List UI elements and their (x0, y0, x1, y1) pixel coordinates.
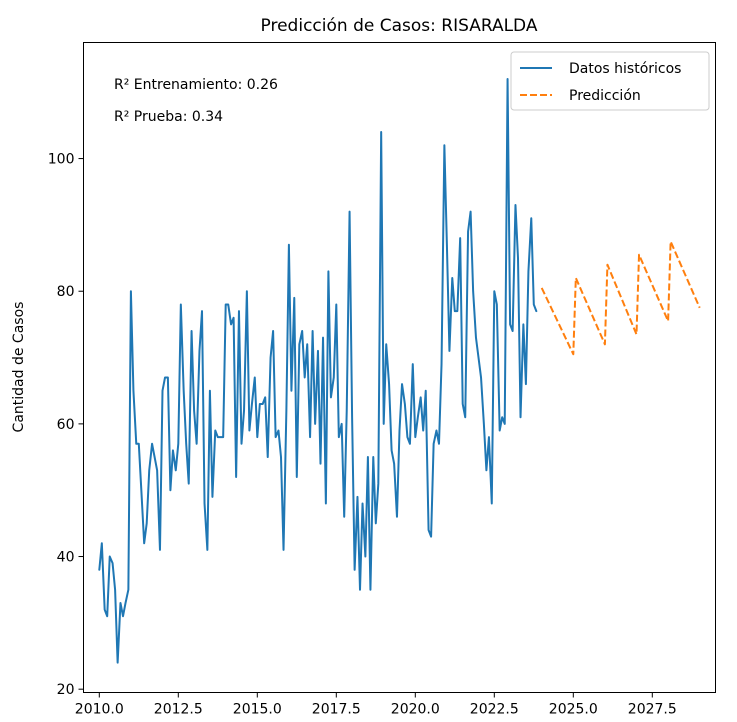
r2-train-annotation: R² Entrenamiento: 0.26 (114, 77, 278, 93)
y-tick-label: 100 (48, 152, 75, 168)
x-tick-label: 2025.0 (549, 702, 598, 718)
y-tick-label: 40 (57, 550, 75, 566)
legend: Datos históricos Predicción (510, 51, 710, 111)
legend-box (510, 51, 710, 111)
y-tick-label: 60 (57, 417, 75, 433)
chart-title: Predicción de Casos: RISARALDA (261, 16, 538, 36)
series-layer (98, 77, 701, 664)
y-axis-label: Cantidad de Casos (11, 302, 27, 433)
x-tick-label: 2015.0 (233, 702, 282, 718)
series-line-prediction (540, 240, 701, 356)
legend-label-historical: Datos históricos (569, 61, 681, 77)
x-tick-label: 2027.5 (628, 702, 677, 718)
y-tick-label: 20 (57, 682, 75, 698)
y-tick-label: 80 (57, 284, 75, 300)
x-tick-label: 2020.0 (391, 702, 440, 718)
series-line-historical (98, 77, 538, 664)
r2-test-annotation: R² Prueba: 0.34 (114, 109, 223, 125)
x-axis: 2010.0 2012.5 2015.0 2017.5 2020.0 2022.5 2025… (75, 692, 677, 718)
x-tick-label: 2022.5 (470, 702, 519, 718)
x-tick-label: 2010.0 (75, 702, 124, 718)
x-tick-label: 2017.5 (312, 702, 361, 718)
legend-label-prediction: Predicción (569, 88, 641, 104)
x-tick-label: 2012.5 (154, 702, 203, 718)
y-axis: 20 40 60 80 100 (48, 152, 84, 698)
plot-area (83, 42, 716, 693)
